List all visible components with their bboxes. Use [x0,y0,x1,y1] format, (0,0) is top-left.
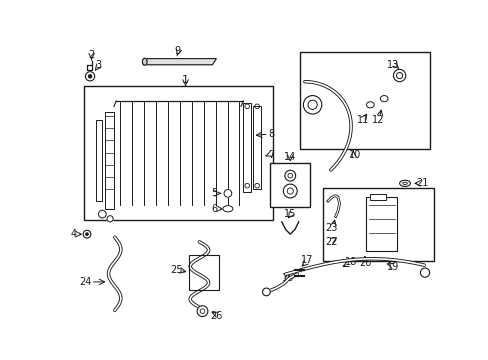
Circle shape [303,95,321,114]
Bar [366,197,396,251]
Circle shape [83,230,91,238]
Circle shape [107,216,113,222]
Circle shape [99,210,106,218]
Bar [243,103,250,192]
Ellipse shape [380,95,387,102]
Text: 2: 2 [88,50,95,60]
Polygon shape [143,59,216,65]
Ellipse shape [142,58,147,65]
Text: 20: 20 [358,258,370,267]
Text: 23: 23 [325,223,337,233]
Text: 9: 9 [174,46,181,56]
Text: 8: 8 [268,129,274,139]
Bar [322,188,433,261]
Circle shape [393,69,405,82]
Circle shape [285,170,295,181]
Circle shape [88,75,91,78]
Bar [104,112,114,209]
Circle shape [286,188,293,194]
Text: 22: 22 [325,237,337,247]
Text: 24: 24 [79,277,91,287]
Circle shape [287,173,292,178]
Text: 5: 5 [211,188,218,198]
Bar [96,120,102,201]
Text: 11: 11 [356,115,368,125]
Bar [270,163,310,207]
Bar [299,53,429,149]
Text: 18: 18 [344,257,357,267]
Text: 3: 3 [95,60,102,70]
Circle shape [85,72,95,81]
Text: 15: 15 [284,209,296,219]
Text: 25: 25 [170,265,182,275]
Text: 26: 26 [210,311,222,321]
Circle shape [224,189,231,197]
Circle shape [262,288,270,296]
Text: 12: 12 [371,115,384,125]
Circle shape [396,72,402,78]
Text: 13: 13 [386,60,399,70]
Text: 17: 17 [301,255,313,265]
Text: 21: 21 [416,178,428,188]
Circle shape [86,233,88,235]
Text: 4: 4 [71,229,77,239]
Circle shape [420,268,429,277]
Circle shape [197,306,207,316]
Bar [369,194,385,200]
Ellipse shape [366,102,373,108]
Text: 19: 19 [386,261,399,271]
Ellipse shape [399,180,409,186]
Text: 16: 16 [281,273,293,283]
Text: 1: 1 [182,75,189,85]
Text: 7: 7 [268,150,274,160]
Circle shape [307,100,317,109]
Bar [84,86,272,220]
Circle shape [283,184,297,198]
Ellipse shape [223,206,232,212]
Text: 6: 6 [211,204,218,214]
Bar [189,255,218,289]
Bar [253,106,261,189]
Text: 10: 10 [348,150,360,160]
Text: 14: 14 [284,152,296,162]
Circle shape [200,309,204,314]
